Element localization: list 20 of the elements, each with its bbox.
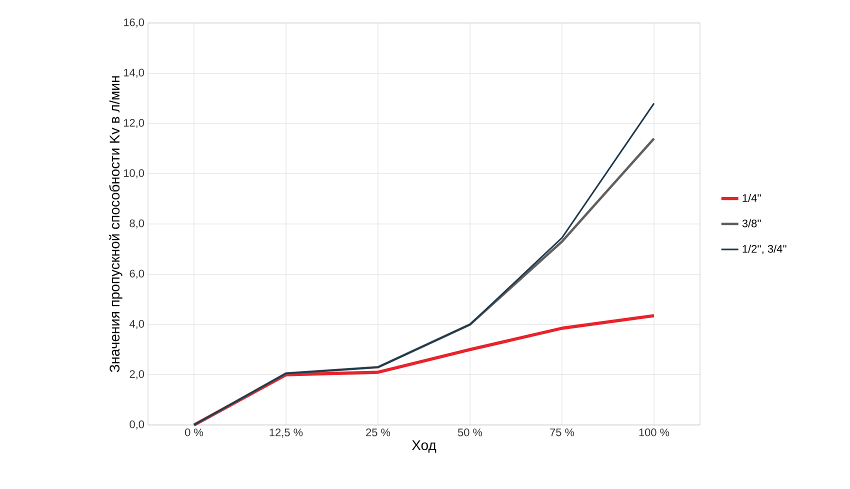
legend-label: 1/2'', 3/4'' [742,244,786,254]
y-tick-label: 0,0 [130,420,144,430]
y-tick-label: 14,0 [124,68,144,78]
y-axis-title: Значения пропускной способности Kv в л/мин [109,76,122,372]
x-tick-label: 25 % [366,428,390,436]
legend-label: 1/4'' [742,194,761,202]
x-tick-label: 0 % [184,428,204,436]
y-tick-label: 8,0 [130,219,144,229]
x-axis-title: Ход [412,440,436,453]
y-tick-label: 6,0 [130,270,144,279]
y-tick-label: 16,0 [124,18,144,28]
x-tick-label: 100 % [639,428,670,436]
legend-label: 3/8'' [742,219,761,228]
y-tick-label: 2,0 [130,370,144,380]
x-tick-label: 75 % [550,428,574,436]
y-tick-label: 12,0 [124,118,144,128]
x-tick-label: 50 % [458,428,482,436]
x-tick-label: 12,5 % [270,428,303,438]
y-tick-label: 10,0 [124,169,144,178]
y-tick-label: 4,0 [130,320,144,330]
